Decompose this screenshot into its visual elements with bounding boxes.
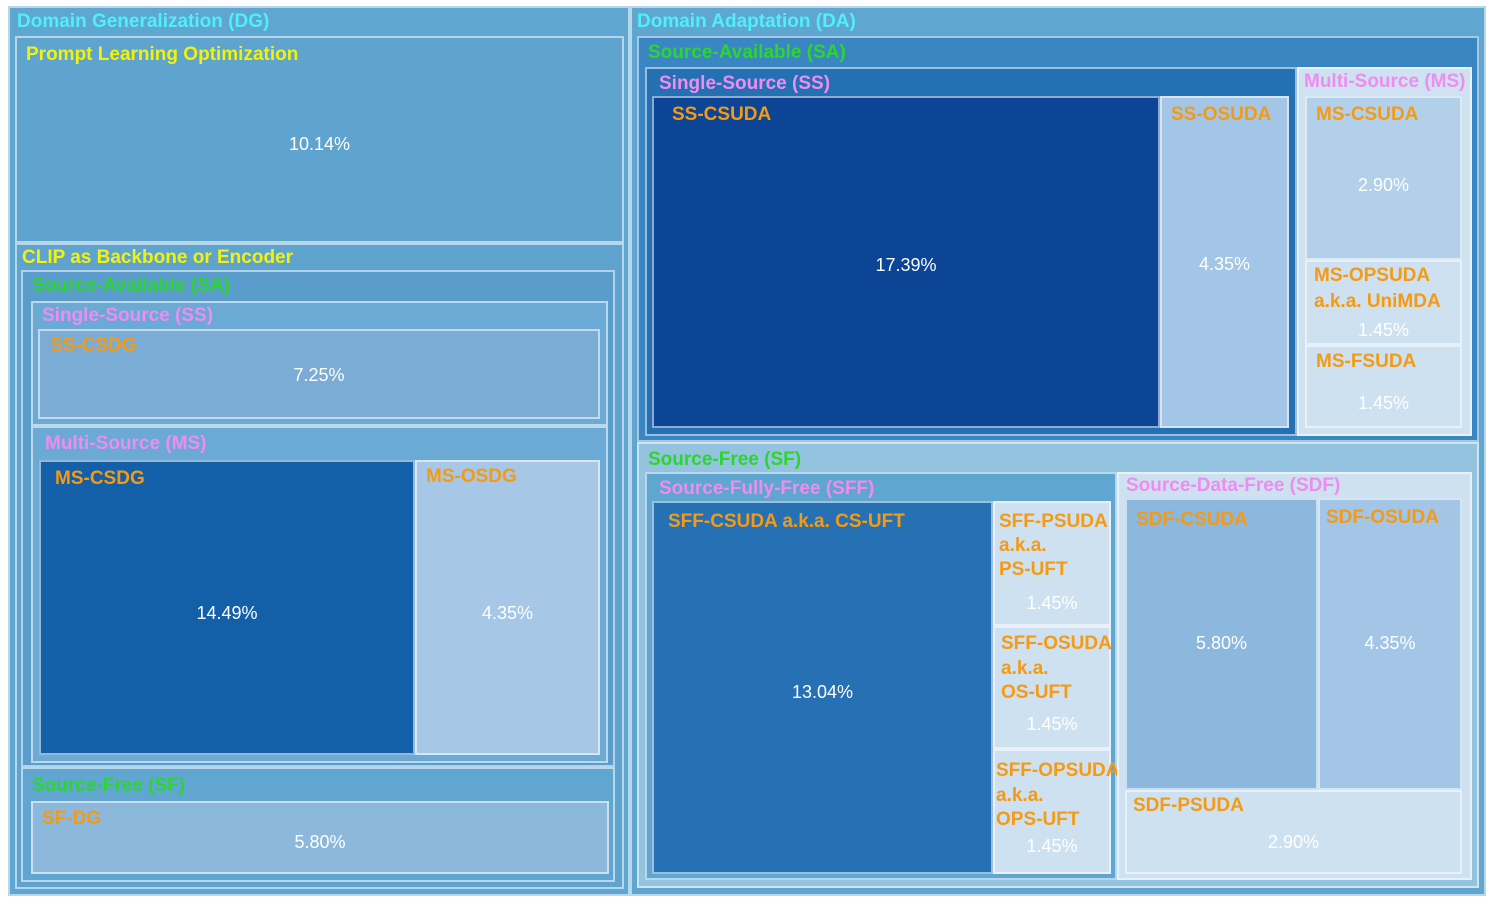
da-sff-csuda-value: 13.04%: [654, 681, 991, 703]
da-ms-csuda-tile: MS-CSUDA 2.90%: [1305, 96, 1462, 260]
da-ms-opsuda-tile: MS-OPSUDA a.k.a. UniMDA 1.45%: [1305, 260, 1462, 345]
dg-clip-label: CLIP as Backbone or Encoder: [22, 246, 293, 270]
da-ss-csuda-tile: SS-CSUDA 17.39%: [652, 96, 1160, 428]
da-sdf-label: Source-Data-Free (SDF): [1126, 474, 1340, 498]
dg-ss-csdg-value: 7.25%: [40, 364, 598, 386]
da-sdf-psuda-label: SDF-PSUDA: [1133, 794, 1244, 818]
da-ss-osuda-value: 4.35%: [1162, 253, 1287, 275]
da-ss-osuda-label: SS-OSUDA: [1171, 103, 1271, 127]
da-sf-label: Source-Free (SF): [648, 448, 801, 472]
dg-sf-label: Source-Free (SF): [32, 774, 185, 798]
da-sff-osuda-label-line3: OS-UFT: [1001, 681, 1072, 705]
dg-sf-dg-value: 5.80%: [33, 831, 607, 853]
da-sff-psuda-tile: SFF-PSUDA a.k.a. PS-UFT 1.45%: [993, 501, 1111, 626]
da-sff-label: Source-Fully-Free (SFF): [659, 477, 874, 501]
dg-prompt-tile: Prompt Learning Optimization 10.14%: [15, 36, 624, 243]
dg-label: Domain Generalization (DG): [17, 10, 269, 34]
da-ms-fsuda-tile: MS-FSUDA 1.45%: [1305, 345, 1462, 428]
dg-ms-osdg-label: MS-OSDG: [426, 465, 517, 489]
da-sa-label: Source-Available (SA): [648, 41, 846, 65]
da-ss-label: Single-Source (SS): [659, 72, 830, 96]
da-ms-fsuda-value: 1.45%: [1307, 392, 1460, 414]
da-sdf-osuda-tile: SDF-OSUDA 4.35%: [1318, 498, 1462, 790]
da-sff-psuda-value: 1.45%: [995, 592, 1109, 614]
dg-ms-osdg-tile: MS-OSDG 4.35%: [415, 460, 600, 755]
dg-ms-csdg-label: MS-CSDG: [55, 467, 145, 491]
da-sdf-psuda-tile: SDF-PSUDA 2.90%: [1125, 790, 1462, 874]
da-sff-csuda-tile: SFF-CSUDA a.k.a. CS-UFT 13.04%: [652, 501, 993, 874]
da-sff-psuda-label-line2: a.k.a.: [999, 534, 1047, 558]
da-ss-csuda-value: 17.39%: [654, 254, 1158, 276]
da-label: Domain Adaptation (DA): [637, 10, 856, 34]
da-sff-opsuda-label-line1: SFF-OPSUDA: [996, 759, 1120, 783]
da-ms-opsuda-label-line2: a.k.a. UniMDA: [1314, 290, 1441, 314]
dg-sa-label: Source-Available (SA): [32, 274, 230, 298]
da-sff-csuda-label: SFF-CSUDA a.k.a. CS-UFT: [668, 510, 905, 534]
dg-ms-osdg-value: 4.35%: [417, 602, 598, 624]
da-sff-osuda-label-line2: a.k.a.: [1001, 657, 1049, 681]
da-sdf-osuda-label: SDF-OSUDA: [1326, 506, 1439, 530]
da-ms-csuda-value: 2.90%: [1307, 174, 1460, 196]
dg-ms-label: Multi-Source (MS): [45, 432, 207, 456]
da-sff-psuda-label-line3: PS-UFT: [999, 558, 1068, 582]
da-sff-opsuda-value: 1.45%: [995, 835, 1109, 857]
da-ss-csuda-label: SS-CSUDA: [672, 103, 771, 127]
da-sff-osuda-label-line1: SFF-OSUDA: [1001, 632, 1112, 656]
dg-sf-dg-label: SF-DG: [42, 807, 101, 831]
da-sff-osuda-tile: SFF-OSUDA a.k.a. OS-UFT 1.45%: [993, 626, 1111, 749]
da-sdf-csuda-tile: SDF-CSUDA 5.80%: [1125, 498, 1318, 790]
da-sff-osuda-value: 1.45%: [995, 713, 1109, 735]
da-ms-label: Multi-Source (MS): [1304, 70, 1466, 94]
da-sdf-psuda-value: 2.90%: [1127, 831, 1460, 853]
dg-ms-csdg-tile: MS-CSDG 14.49%: [39, 460, 415, 755]
da-sdf-osuda-value: 4.35%: [1320, 632, 1460, 654]
da-sff-opsuda-label-line2: a.k.a.: [996, 784, 1044, 808]
da-sdf-csuda-value: 5.80%: [1127, 632, 1316, 654]
da-sff-psuda-label-line1: SFF-PSUDA: [999, 510, 1108, 534]
da-ss-osuda-tile: SS-OSUDA 4.35%: [1160, 96, 1289, 428]
da-ms-opsuda-label-line1: MS-OPSUDA: [1314, 264, 1430, 288]
da-ms-csuda-label: MS-CSUDA: [1316, 103, 1418, 127]
dg-prompt-label: Prompt Learning Optimization: [26, 43, 298, 67]
dg-ms-csdg-value: 14.49%: [41, 602, 413, 624]
dg-ss-label: Single-Source (SS): [42, 304, 213, 328]
da-ms-fsuda-label: MS-FSUDA: [1316, 350, 1416, 374]
dg-sf-dg-tile: SF-DG 5.80%: [31, 801, 609, 874]
dg-prompt-value: 10.14%: [17, 133, 622, 155]
da-sdf-csuda-label: SDF-CSUDA: [1136, 508, 1248, 532]
da-ms-opsuda-value: 1.45%: [1307, 319, 1460, 341]
da-sff-opsuda-label-line3: OPS-UFT: [996, 808, 1079, 832]
dg-ss-csdg-tile: SS-CSDG 7.25%: [38, 329, 600, 419]
dg-ss-csdg-label: SS-CSDG: [50, 334, 137, 358]
da-sff-opsuda-tile: SFF-OPSUDA a.k.a. OPS-UFT 1.45%: [993, 749, 1111, 874]
